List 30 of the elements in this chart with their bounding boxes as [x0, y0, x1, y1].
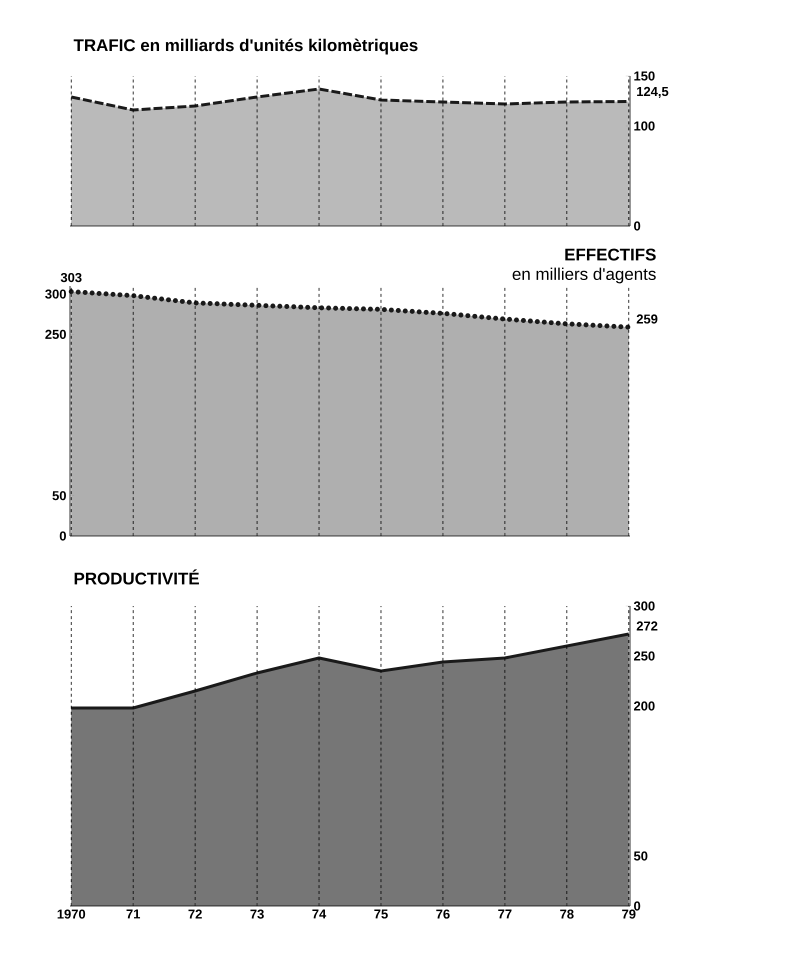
chart-title: EFFECTIFS	[565, 248, 656, 261]
x-tick-label: 75	[374, 910, 388, 919]
data-label: 259	[636, 314, 658, 324]
y-tick-label: 50	[634, 851, 648, 861]
chart-title: PRODUCTIVITÉ	[74, 569, 199, 585]
y-tick-label: 200	[634, 701, 655, 711]
data-label: 124,5	[637, 86, 668, 98]
y-tick-label: 100	[634, 121, 655, 131]
x-tick-label: 71	[126, 910, 140, 918]
x-tick-label: 79	[622, 910, 636, 919]
y-tick-label: 250	[45, 330, 66, 339]
x-tick-label: 78	[560, 910, 574, 919]
x-tick-label: 72	[188, 910, 202, 919]
x-tick-label: 76	[436, 910, 450, 919]
y-tick-label: 0	[60, 531, 66, 541]
y-tick-label: 0	[634, 221, 640, 231]
y-tick-label: 50	[52, 491, 66, 500]
data-label: 272	[636, 621, 658, 630]
y-tick-label: 250	[634, 651, 655, 661]
y-tick-label: 300	[634, 601, 655, 611]
x-tick-label: 73	[250, 910, 264, 919]
data-label: 303	[60, 272, 82, 282]
x-tick-label: 1970	[58, 910, 86, 919]
y-tick-label: 0	[634, 901, 640, 911]
y-tick-label: 150	[634, 71, 655, 81]
chart-subtitle: en milliers d'agents	[512, 268, 656, 284]
y-tick-label: 300	[45, 289, 66, 299]
chart-title: TRAFIC en milliards d'unités kilomètriques	[74, 38, 418, 55]
x-tick-label: 74	[312, 910, 326, 918]
x-tick-label: 77	[498, 910, 512, 918]
